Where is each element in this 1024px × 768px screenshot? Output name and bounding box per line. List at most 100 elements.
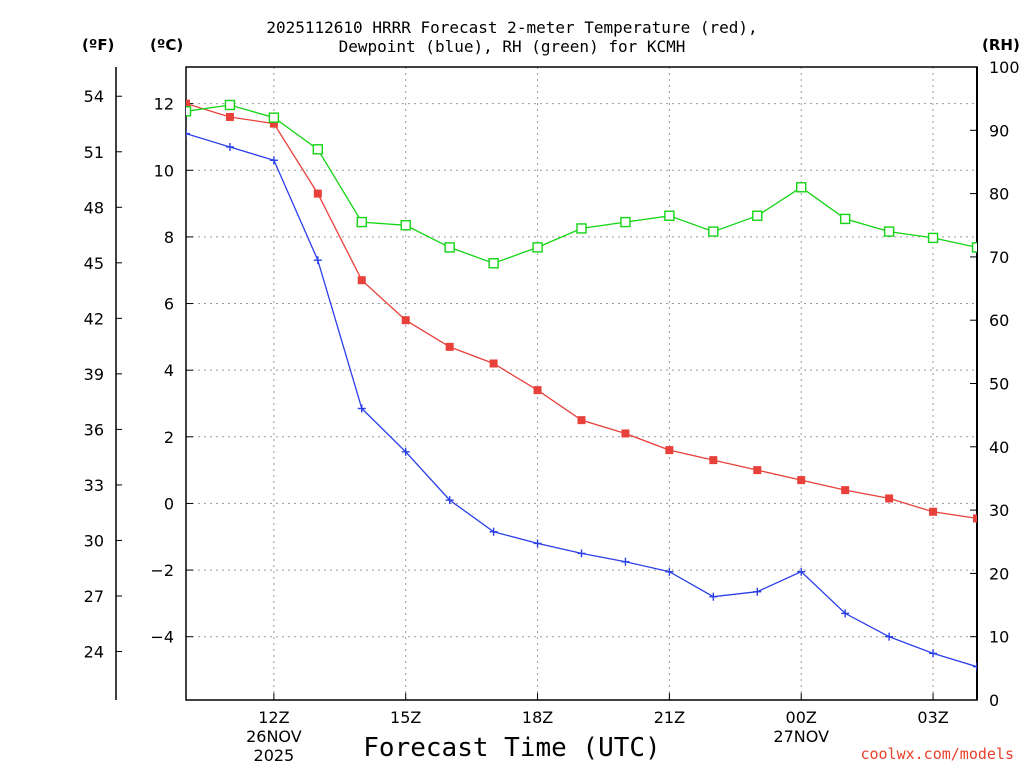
x-axis-label: Forecast Time (UTC) (363, 733, 661, 763)
rh-point (186, 106, 192, 117)
x-tick-label: 18Z (522, 708, 553, 727)
rh-point (312, 144, 324, 155)
temperature-point (885, 494, 894, 503)
fahrenheit-tick-label: 45 (84, 254, 104, 273)
dewpoint-line (186, 132, 977, 668)
rh-point (356, 216, 367, 228)
rh-point (708, 226, 719, 237)
rh-point (488, 258, 499, 269)
celsius-tick-label: 0 (164, 494, 174, 513)
celsius-tick-label: 8 (164, 228, 174, 247)
rh-point (883, 226, 895, 237)
rh-tick-label: 20 (989, 564, 1009, 583)
temperature-point (401, 316, 410, 325)
rh-tick-label: 50 (989, 375, 1009, 394)
x-year-label: 2025 (254, 746, 295, 765)
fahrenheit-tick-label: 27 (84, 587, 104, 606)
rh-tick-label: 90 (989, 121, 1009, 140)
temperature-point (797, 476, 806, 485)
celsius-tick-label: 4 (164, 361, 174, 380)
rh-tick-label: 30 (989, 501, 1009, 520)
rh-point (224, 99, 236, 111)
x-date-label: 27NOV (773, 727, 829, 746)
grid-lines (186, 67, 977, 700)
dewpoint-point (973, 662, 977, 671)
celsius-tick-label: 2 (164, 428, 174, 447)
rh-tick-label: 100 (989, 58, 1020, 77)
celsius-tick-label: 10 (154, 161, 174, 180)
rh-point (752, 210, 763, 221)
rh-tick-label: 80 (989, 185, 1009, 204)
rh-tick-label: 10 (989, 628, 1009, 647)
rh-tick-label: 40 (989, 438, 1009, 457)
celsius-unit-label: (ºC) (150, 36, 184, 54)
fahrenheit-tick-label: 30 (84, 531, 104, 550)
x-tick-label: 15Z (390, 708, 421, 727)
dewpoint-point (797, 567, 806, 576)
rh-point (796, 182, 807, 193)
celsius-tick-label: −2 (150, 561, 174, 580)
temperature-point (445, 342, 454, 351)
chart-title-line-2: Dewpoint (blue), RH (green) for KCMH (338, 37, 686, 56)
dewpoint-point (841, 609, 850, 618)
rh-line (186, 104, 977, 264)
data-series (186, 99, 977, 671)
temperature-point (973, 514, 977, 523)
temperature-point (269, 119, 278, 128)
temperature-point (489, 359, 498, 368)
fahrenheit-tick-label: 42 (84, 309, 104, 328)
temperature-point (841, 486, 850, 495)
temperature-point (313, 189, 322, 198)
temperature-point (753, 466, 762, 475)
source-credit: coolwx.com/models (860, 745, 1014, 763)
rh-point (620, 216, 631, 228)
fahrenheit-tick-label: 48 (84, 198, 104, 217)
temperature-point (225, 112, 234, 121)
axes: 121086420−2−4545148454239363330272410090… (84, 58, 1020, 765)
temperature-point (621, 429, 630, 438)
temperature-point (357, 276, 366, 285)
rh-point (971, 242, 977, 253)
rh-tick-label: 0 (989, 691, 999, 710)
dewpoint-point (269, 156, 278, 165)
fahrenheit-tick-label: 36 (84, 420, 104, 439)
rh-point (532, 242, 543, 253)
rh-point (576, 223, 587, 234)
dewpoint-point (753, 587, 762, 596)
dewpoint-point (401, 447, 410, 456)
rh-tick-label: 60 (989, 311, 1009, 330)
dewpoint-point (445, 496, 454, 505)
rh-point (444, 242, 455, 253)
rh-point (268, 112, 280, 123)
rh-tick-label: 70 (989, 248, 1009, 267)
dewpoint-point (577, 549, 586, 558)
dewpoint-point (186, 129, 190, 138)
x-tick-label: 03Z (917, 708, 948, 727)
fahrenheit-tick-label: 51 (84, 143, 104, 162)
x-tick-label: 21Z (654, 708, 685, 727)
fahrenheit-tick-label: 24 (84, 643, 104, 662)
temperature-point (929, 507, 938, 516)
dewpoint-point (533, 539, 542, 548)
fahrenheit-unit-label: (ºF) (82, 36, 115, 54)
dewpoint-point (929, 649, 938, 658)
temperature-point (533, 386, 542, 395)
fahrenheit-tick-label: 39 (84, 365, 104, 384)
rh-point (664, 210, 675, 221)
dewpoint-point (621, 557, 630, 566)
temperature-point (665, 446, 674, 455)
temperature-line (186, 102, 977, 520)
rh-point (839, 213, 851, 225)
dewpoint-point (489, 527, 498, 536)
dewpoint-point (709, 592, 718, 601)
chart-title-line-1: 2025112610 HRRR Forecast 2-meter Tempera… (266, 18, 758, 37)
clipped-series (186, 99, 977, 671)
fahrenheit-tick-label: 54 (84, 87, 104, 106)
dewpoint-point (665, 567, 674, 576)
dewpoint-point (357, 404, 366, 413)
fahrenheit-tick-label: 33 (84, 476, 104, 495)
temperature-point (577, 416, 586, 425)
celsius-tick-label: 6 (164, 295, 174, 314)
dewpoint-point (885, 632, 894, 641)
celsius-tick-label: 12 (154, 95, 174, 114)
